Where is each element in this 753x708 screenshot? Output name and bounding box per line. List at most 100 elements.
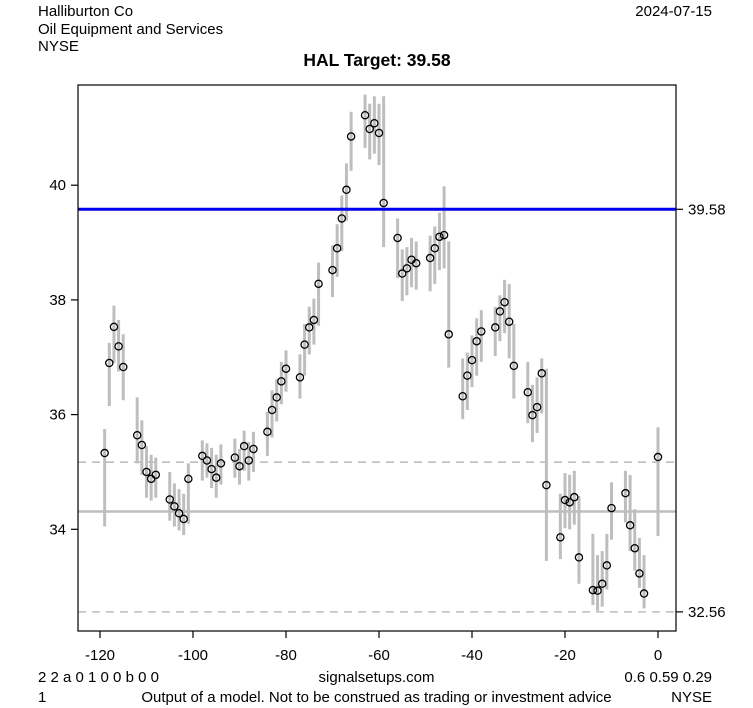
close-marker bbox=[207, 464, 216, 474]
close-marker bbox=[630, 543, 640, 553]
close-marker bbox=[435, 232, 444, 242]
close-marker bbox=[560, 495, 570, 505]
close-marker bbox=[467, 355, 477, 365]
close-marker bbox=[184, 474, 193, 484]
close-marker bbox=[174, 508, 184, 518]
close-marker bbox=[402, 264, 412, 273]
close-marker bbox=[142, 467, 151, 477]
close-marker bbox=[444, 330, 453, 339]
plot-border bbox=[77, 84, 677, 632]
close-marker bbox=[295, 373, 305, 382]
close-marker bbox=[365, 124, 374, 134]
close-marker bbox=[244, 456, 254, 465]
close-marker bbox=[202, 456, 212, 465]
close-marker bbox=[542, 480, 551, 490]
close-marker bbox=[277, 377, 286, 386]
close-marker bbox=[328, 265, 337, 275]
close-marker bbox=[281, 364, 291, 373]
close-marker bbox=[309, 315, 319, 325]
close-marker bbox=[532, 402, 542, 412]
close-marker bbox=[137, 440, 147, 450]
close-marker bbox=[500, 297, 509, 307]
close-marker bbox=[151, 470, 161, 480]
close-marker bbox=[565, 498, 574, 507]
close-marker bbox=[597, 579, 607, 589]
close-marker bbox=[165, 495, 174, 504]
close-marker bbox=[504, 317, 514, 326]
close-marker bbox=[495, 307, 505, 316]
close-marker bbox=[374, 128, 384, 138]
close-marker bbox=[239, 441, 249, 451]
close-marker bbox=[304, 323, 314, 332]
close-marker bbox=[528, 410, 537, 420]
close-marker bbox=[621, 488, 630, 498]
x-axis-tick-label: 0 bbox=[654, 647, 662, 664]
report-date: 2024-07-15 bbox=[635, 3, 712, 20]
close-marker bbox=[132, 430, 142, 440]
close-marker bbox=[346, 132, 356, 141]
close-marker bbox=[105, 358, 114, 368]
close-marker bbox=[397, 269, 407, 278]
header-block: Halliburton Co Oil Equipment and Service… bbox=[38, 3, 223, 56]
close-marker bbox=[272, 393, 281, 402]
close-marker bbox=[411, 258, 421, 268]
footer-model-scores: 0.6 0.59 0.29 bbox=[624, 669, 712, 686]
y-axis-tick-label: 34 bbox=[49, 521, 66, 538]
close-marker bbox=[300, 340, 309, 349]
x-axis-tick-label: -60 bbox=[368, 647, 390, 664]
close-marker bbox=[170, 502, 179, 511]
close-marker bbox=[332, 244, 342, 253]
close-marker bbox=[179, 514, 188, 524]
chart-title: HAL Target: 39.58 bbox=[303, 50, 451, 70]
close-marker bbox=[393, 233, 402, 243]
close-marker bbox=[523, 387, 533, 397]
close-marker bbox=[639, 589, 649, 598]
close-marker bbox=[267, 405, 277, 415]
x-axis-tick-label: -20 bbox=[554, 647, 576, 664]
close-marker bbox=[263, 427, 272, 437]
close-marker bbox=[537, 369, 547, 378]
right-axis-value-label: 32.56 bbox=[688, 604, 726, 621]
close-marker bbox=[314, 279, 323, 289]
industry-name: Oil Equipment and Services bbox=[38, 20, 224, 38]
company-name: Halliburton Co bbox=[38, 3, 134, 20]
close-marker bbox=[574, 553, 584, 562]
close-marker bbox=[249, 444, 258, 454]
close-marker bbox=[570, 492, 579, 502]
footer-website-link: signalsetups.com bbox=[318, 669, 435, 686]
right-axis-value-label: 39.58 bbox=[688, 201, 726, 218]
close-marker bbox=[235, 461, 244, 471]
exchange-name: NYSE bbox=[38, 38, 79, 55]
close-marker bbox=[593, 586, 602, 595]
close-marker bbox=[379, 198, 388, 208]
footer-page-number: 1 bbox=[38, 689, 47, 706]
close-marker bbox=[625, 521, 635, 530]
close-marker bbox=[430, 244, 440, 253]
close-marker bbox=[490, 323, 500, 332]
close-marker bbox=[342, 185, 351, 195]
close-marker bbox=[119, 362, 128, 372]
close-marker bbox=[458, 391, 467, 401]
close-marker bbox=[211, 473, 221, 482]
close-marker bbox=[230, 453, 240, 462]
close-marker bbox=[472, 336, 481, 346]
close-marker bbox=[607, 503, 616, 513]
close-marker bbox=[100, 448, 109, 458]
close-marker bbox=[509, 361, 519, 371]
close-marker bbox=[114, 342, 123, 351]
x-axis-tick-label: -40 bbox=[461, 647, 483, 664]
x-axis-tick-label: -100 bbox=[178, 647, 208, 664]
close-marker bbox=[439, 230, 449, 240]
y-axis-tick-label: 36 bbox=[49, 407, 66, 424]
close-marker bbox=[109, 322, 119, 332]
x-axis-tick-label: -80 bbox=[275, 647, 297, 664]
close-marker bbox=[337, 214, 347, 223]
close-marker bbox=[425, 253, 435, 263]
footer-exchange: NYSE bbox=[671, 689, 712, 706]
close-marker bbox=[477, 327, 486, 336]
close-marker bbox=[370, 119, 379, 128]
close-marker bbox=[653, 452, 663, 462]
close-marker bbox=[602, 561, 612, 570]
x-axis-tick-label: -120 bbox=[85, 647, 115, 664]
